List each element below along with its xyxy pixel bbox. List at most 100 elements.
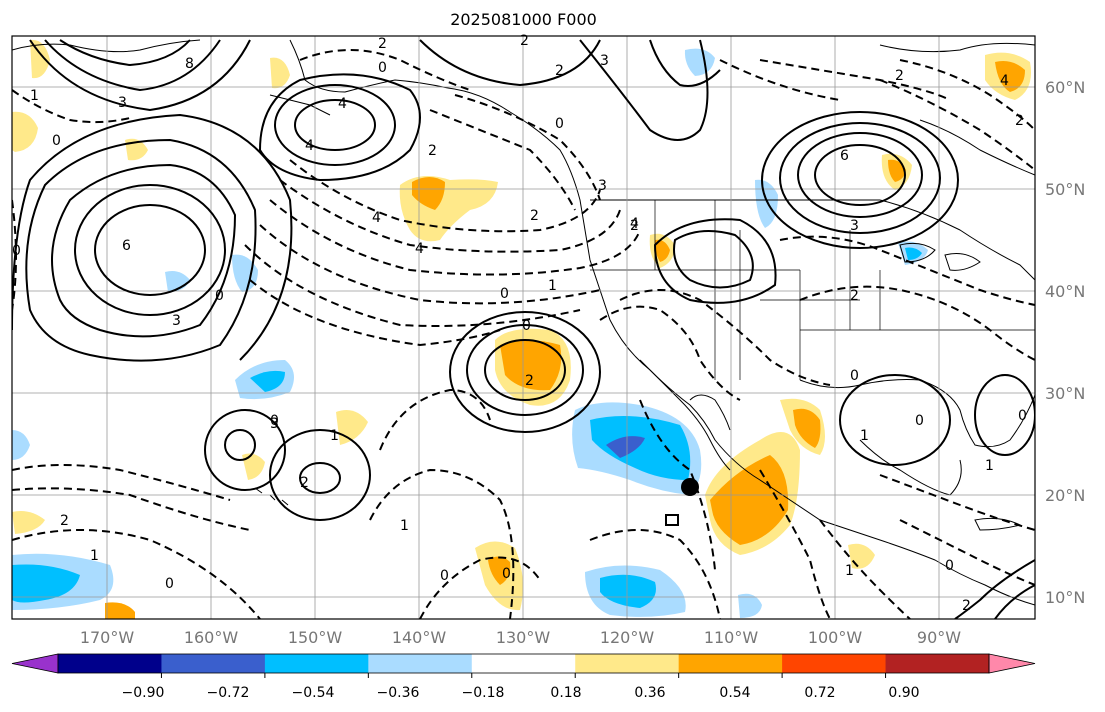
contour-value-label: 4: [1000, 73, 1009, 89]
contour-value-label: 0: [850, 368, 859, 384]
station-marker: [681, 478, 699, 496]
contour-value-label: 1: [30, 88, 39, 104]
shade-region: [412, 177, 445, 210]
colorbar: [11, 653, 1036, 678]
lon-label: 170°W: [80, 628, 135, 647]
shade-region: [590, 416, 691, 480]
contour-value-label: 4: [338, 96, 347, 112]
shade-region: [755, 179, 778, 228]
contour-value-label: 1: [400, 518, 409, 534]
contour-value-label: 2: [1015, 113, 1024, 129]
contour-value-label: 0: [522, 318, 531, 334]
contour-value-label: 6: [122, 238, 131, 254]
contour-value-label: 3: [598, 178, 607, 194]
shade-region: [684, 48, 715, 76]
contour-value-label: 2: [850, 288, 859, 304]
contour-value-label: 0: [52, 133, 61, 149]
colorbar-segment: [471, 654, 576, 673]
small-contour-loop: [665, 514, 679, 526]
colorbar-tick-label: 0.90: [888, 685, 919, 701]
shade-region: [710, 455, 789, 545]
colorbar-tick-label: −0.72: [207, 685, 250, 701]
contour-value-label: 4: [415, 241, 424, 257]
contour-value-label: 2: [630, 218, 639, 234]
lat-label: 40°N: [1045, 282, 1085, 301]
colorbar-tick-label: −0.54: [292, 685, 335, 701]
colorbar-segment: [885, 654, 990, 673]
colorbar-tick-label: 0.72: [804, 685, 835, 701]
shade-region: [488, 556, 511, 585]
contour-value-label: 0: [502, 566, 511, 582]
shade-region: [242, 453, 265, 480]
contour-value-label: 6: [840, 148, 849, 164]
lat-label: 50°N: [1045, 180, 1085, 199]
colorbar-segment: [782, 654, 887, 673]
contour-value-label: 2: [895, 68, 904, 84]
lon-label: 100°W: [808, 628, 863, 647]
shade-region: [500, 340, 562, 391]
contour-value-label: 3: [600, 53, 609, 69]
contour-value-label: 4: [630, 216, 639, 232]
lon-label: 140°W: [392, 628, 447, 647]
contour-value-label: 4: [372, 210, 381, 226]
map-frame: [11, 35, 1036, 620]
contour-value-label: 2: [555, 63, 564, 79]
colorbar-tick-label: −0.90: [122, 685, 165, 701]
contour-value-label: 4: [305, 138, 314, 154]
shade-region: [905, 247, 922, 260]
shade-region: [12, 564, 80, 603]
contour-value-label: 0: [500, 286, 509, 302]
colorbar-tick-label: 0.36: [634, 685, 665, 701]
contour-value-label: 1: [860, 428, 869, 444]
lon-label: 150°W: [288, 628, 343, 647]
lat-label: 60°N: [1045, 78, 1085, 97]
contour-value-label: 2: [520, 33, 529, 49]
lat-label: 10°N: [1045, 588, 1085, 607]
colorbar-tick-label: 0.18: [550, 685, 581, 701]
shade-region: [105, 602, 135, 619]
shade-region: [12, 511, 45, 534]
contour-value-label: 0: [270, 413, 279, 429]
shade-region: [738, 593, 762, 618]
shade-region: [793, 408, 821, 448]
shade-region: [125, 138, 148, 161]
contour-value-label: 2: [962, 598, 971, 614]
shaded-anomalies: [12, 39, 1031, 619]
contour-value-label: 0: [945, 558, 954, 574]
colorbar-segment: [58, 654, 162, 673]
shade-region: [606, 436, 645, 458]
colorbar-extend-low: [11, 653, 59, 674]
contour-value-label: 3: [118, 95, 127, 111]
latitude-labels: 60°N 50°N 40°N 30°N 20°N 10°N: [1045, 78, 1085, 607]
shade-region: [250, 370, 285, 392]
colorbar-segment: [678, 654, 783, 673]
contour-value-label: 3: [270, 416, 279, 432]
contour-value-label: 0: [555, 116, 564, 132]
shade-region: [654, 239, 670, 262]
shade-region: [12, 111, 38, 152]
contour-value-label: 1: [90, 548, 99, 564]
contour-value-label: 2: [300, 475, 309, 491]
lon-label: 90°W: [917, 628, 961, 647]
contour-value-label: 2: [428, 143, 437, 159]
contour-value-label: 0: [12, 243, 21, 259]
lon-label: 130°W: [496, 628, 551, 647]
contour-value-label: 1: [845, 563, 854, 579]
lat-label: 20°N: [1045, 486, 1085, 505]
colorbar-segment: [575, 654, 680, 673]
coastlines: [12, 39, 1035, 606]
colorbar-tick-label: −0.36: [377, 685, 420, 701]
shade-region: [888, 159, 906, 182]
colorbar-frame: [57, 653, 990, 674]
contour-value-label: 0: [378, 60, 387, 76]
contour-value-label: 1: [548, 278, 557, 294]
shade-region: [600, 574, 656, 608]
lon-label: 160°W: [184, 628, 239, 647]
contour-value-label: 2: [525, 373, 534, 389]
graticule: [12, 36, 1035, 619]
colorbar-segment: [161, 654, 266, 673]
lon-label: 120°W: [600, 628, 655, 647]
lon-label: 110°W: [704, 628, 759, 647]
